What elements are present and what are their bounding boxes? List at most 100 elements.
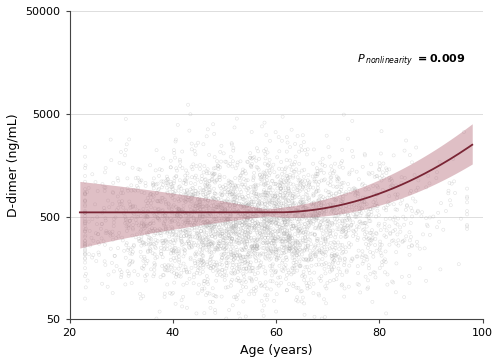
Point [294, 228, 302, 234]
Point [215, 244, 223, 249]
Point [136, 229, 144, 234]
Point [302, 244, 310, 250]
Point [301, 147, 309, 153]
Point [240, 246, 248, 252]
Point [128, 280, 136, 286]
Point [200, 234, 208, 240]
Point [330, 277, 338, 283]
Point [194, 177, 202, 183]
Point [184, 227, 192, 233]
Point [98, 221, 106, 227]
Point [398, 274, 406, 280]
Point [154, 238, 162, 244]
Point [273, 174, 281, 180]
Point [276, 192, 284, 198]
Point [149, 197, 157, 203]
Point [315, 198, 323, 203]
Point [318, 197, 326, 202]
Point [272, 257, 280, 263]
Point [278, 228, 286, 234]
Point [240, 205, 248, 211]
Point [336, 242, 344, 248]
Point [278, 138, 286, 144]
Point [281, 190, 289, 196]
Point [286, 239, 294, 245]
Point [104, 198, 112, 203]
Point [180, 197, 188, 203]
Point [275, 236, 283, 241]
Point [273, 195, 281, 201]
Point [220, 272, 228, 278]
Point [206, 248, 214, 254]
Point [283, 287, 291, 293]
Point [164, 246, 172, 252]
Point [322, 284, 330, 289]
Point [362, 207, 370, 213]
Point [206, 265, 214, 271]
Point [228, 252, 235, 258]
Point [122, 219, 130, 225]
Point [268, 178, 276, 184]
Point [238, 170, 246, 176]
Point [207, 231, 215, 237]
Point [332, 210, 340, 216]
Point [205, 189, 213, 195]
Point [284, 216, 292, 222]
Point [172, 173, 180, 179]
Point [191, 251, 199, 257]
Point [300, 257, 308, 263]
Point [228, 271, 236, 277]
Point [265, 221, 273, 227]
Point [246, 197, 254, 202]
Point [342, 191, 350, 197]
Point [386, 215, 394, 221]
Point [148, 236, 156, 242]
Point [198, 286, 206, 292]
Point [412, 199, 420, 205]
Point [193, 270, 201, 276]
Point [199, 262, 207, 268]
Point [328, 167, 336, 173]
Point [145, 235, 153, 241]
Point [272, 309, 280, 314]
Point [204, 290, 212, 296]
Point [214, 203, 222, 209]
Point [228, 238, 235, 244]
Point [268, 229, 276, 235]
Point [400, 148, 408, 154]
Point [289, 251, 297, 257]
Point [230, 220, 237, 226]
Point [260, 211, 268, 217]
Point [272, 220, 280, 226]
Point [192, 217, 200, 223]
Point [236, 268, 244, 274]
Point [123, 228, 131, 234]
Point [312, 171, 320, 177]
Point [138, 223, 145, 229]
Point [102, 262, 110, 268]
Point [255, 257, 263, 263]
Point [282, 190, 290, 195]
Point [258, 236, 266, 241]
Point [286, 190, 294, 196]
Point [264, 225, 272, 231]
Point [250, 223, 258, 229]
Point [333, 206, 341, 212]
Point [248, 277, 256, 283]
Point [256, 196, 264, 202]
Point [234, 209, 242, 214]
Point [224, 206, 232, 211]
Point [286, 191, 294, 197]
Point [125, 136, 133, 142]
Point [98, 221, 106, 227]
Point [290, 263, 298, 269]
Point [144, 223, 152, 229]
Point [286, 209, 294, 214]
Point [254, 236, 262, 241]
Point [168, 217, 176, 223]
Point [268, 219, 276, 225]
Point [364, 215, 372, 221]
Point [304, 245, 312, 250]
Point [190, 225, 198, 231]
Point [199, 222, 207, 228]
